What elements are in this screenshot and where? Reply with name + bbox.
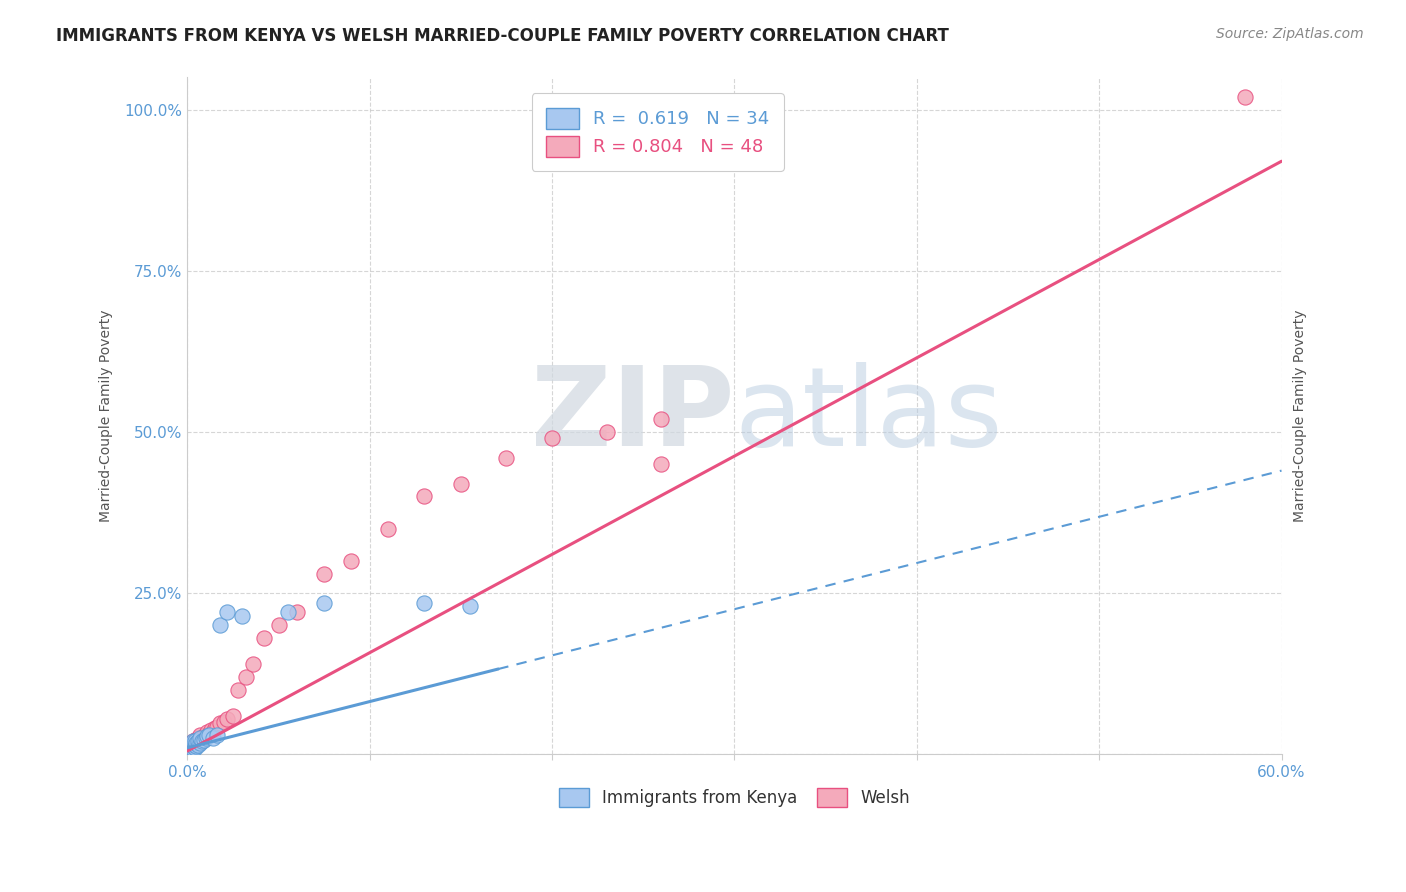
Point <box>217 606 239 620</box>
Point <box>201 731 224 745</box>
Point <box>183 733 205 747</box>
Point <box>204 722 226 736</box>
Legend: Immigrants from Kenya, Welsh: Immigrants from Kenya, Welsh <box>553 781 917 814</box>
Point <box>200 723 222 737</box>
Point <box>197 729 219 743</box>
Point <box>194 731 217 745</box>
Point <box>180 739 202 754</box>
Point <box>212 714 235 729</box>
Point <box>181 738 204 752</box>
Point <box>181 739 204 754</box>
Point <box>180 739 202 754</box>
Point <box>450 476 472 491</box>
Point <box>201 724 224 739</box>
Point <box>495 450 517 465</box>
Point <box>183 740 205 755</box>
Point <box>285 606 308 620</box>
Point <box>194 728 217 742</box>
Point <box>209 618 232 632</box>
Point <box>187 731 209 745</box>
Point <box>179 744 201 758</box>
Point <box>179 744 201 758</box>
Point <box>222 708 245 723</box>
Point <box>180 742 202 756</box>
Point <box>377 522 399 536</box>
Point <box>188 736 211 750</box>
Point <box>541 431 564 445</box>
Point <box>179 742 201 756</box>
Point <box>277 606 299 620</box>
Point <box>191 731 214 745</box>
Point <box>181 734 204 748</box>
Point <box>253 631 276 645</box>
Point <box>205 720 228 734</box>
Point <box>413 596 436 610</box>
Point <box>181 742 204 756</box>
Point <box>209 716 232 731</box>
Point <box>1234 89 1257 103</box>
Point <box>228 682 250 697</box>
Point <box>217 712 239 726</box>
Point <box>458 599 481 613</box>
Point <box>650 412 672 426</box>
Point <box>596 425 619 439</box>
Point <box>197 724 219 739</box>
Point <box>183 739 205 754</box>
Y-axis label: Married-Couple Family Poverty: Married-Couple Family Poverty <box>100 310 114 522</box>
Point <box>231 608 253 623</box>
Point <box>193 733 215 747</box>
Point <box>205 728 228 742</box>
Point <box>180 736 202 750</box>
Point <box>181 740 204 755</box>
Point <box>188 734 211 748</box>
Point <box>187 736 209 750</box>
Point <box>186 734 208 748</box>
Point <box>413 489 436 503</box>
Point <box>242 657 264 671</box>
Point <box>235 670 257 684</box>
Point <box>181 734 204 748</box>
Point <box>183 737 205 751</box>
Point <box>179 740 201 755</box>
Point <box>314 566 336 581</box>
Point <box>181 738 204 752</box>
Point <box>198 726 221 740</box>
Point <box>340 554 363 568</box>
Point <box>188 728 211 742</box>
Point <box>187 734 209 748</box>
Point <box>198 728 221 742</box>
Point <box>186 739 208 754</box>
Point <box>183 734 205 748</box>
Point <box>314 596 336 610</box>
Y-axis label: Married-Couple Family Poverty: Married-Couple Family Poverty <box>1292 310 1306 522</box>
Point <box>650 457 672 471</box>
Point <box>186 736 208 750</box>
Point <box>187 738 209 752</box>
Point <box>267 618 290 632</box>
Point <box>186 738 208 752</box>
Point <box>179 738 201 752</box>
Point <box>180 743 202 757</box>
Point <box>191 734 214 748</box>
Point <box>180 740 202 755</box>
Point <box>193 729 215 743</box>
Point <box>188 731 211 745</box>
Text: IMMIGRANTS FROM KENYA VS WELSH MARRIED-COUPLE FAMILY POVERTY CORRELATION CHART: IMMIGRANTS FROM KENYA VS WELSH MARRIED-C… <box>56 27 949 45</box>
Text: Source: ZipAtlas.com: Source: ZipAtlas.com <box>1216 27 1364 41</box>
Text: ZIP: ZIP <box>531 362 734 469</box>
Point <box>180 738 202 752</box>
Point <box>179 740 201 755</box>
Point <box>183 738 205 752</box>
Text: atlas: atlas <box>734 362 1002 469</box>
